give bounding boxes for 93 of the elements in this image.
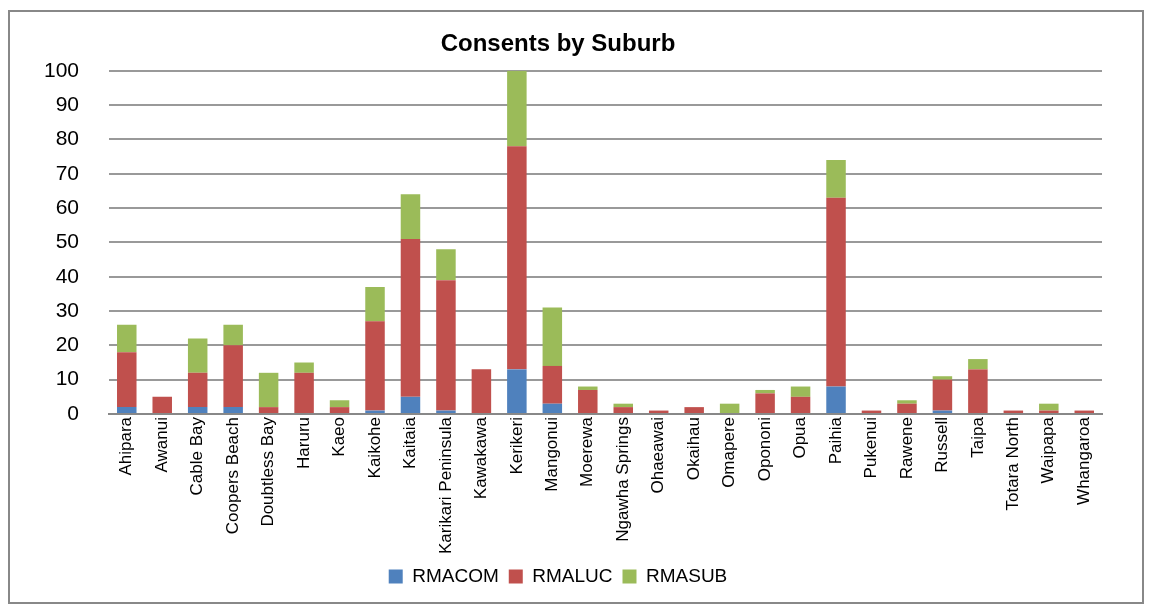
x-tick-label: Taipa bbox=[967, 416, 987, 458]
x-tick-label: Okaihau bbox=[683, 416, 703, 481]
bar bbox=[968, 369, 988, 413]
y-tick-label: 30 bbox=[55, 297, 80, 321]
x-tick-label: Totara North bbox=[1003, 416, 1023, 511]
chart-title: Consents by Suburb bbox=[440, 29, 676, 57]
bar bbox=[187, 338, 208, 373]
x-tick-label: Kaeo bbox=[329, 416, 349, 457]
x-tick-label: Russell bbox=[932, 416, 952, 473]
bar bbox=[294, 362, 314, 373]
x-tick-label: Waipapa bbox=[1038, 416, 1058, 484]
bar bbox=[719, 403, 740, 413]
bar bbox=[223, 324, 243, 346]
bar bbox=[507, 146, 527, 370]
bar bbox=[578, 386, 598, 390]
bar bbox=[968, 359, 988, 370]
bar bbox=[400, 238, 421, 397]
x-tick-label: Kawakawa bbox=[471, 416, 491, 500]
y-tick-label: 10 bbox=[55, 366, 80, 390]
bar bbox=[365, 287, 385, 322]
y-tick-label: 70 bbox=[55, 160, 80, 184]
bar bbox=[223, 407, 243, 413]
bar bbox=[329, 400, 350, 408]
x-tick-label: Awanui bbox=[151, 416, 171, 473]
bar bbox=[613, 407, 633, 413]
x-tick-label: Haruru bbox=[293, 416, 313, 469]
x-tick-label: Coopers Beach bbox=[222, 416, 242, 535]
bar bbox=[684, 407, 704, 413]
x-tick-label: Paihia bbox=[825, 416, 845, 465]
bar bbox=[187, 372, 208, 408]
x-tick-label: Moerewa bbox=[577, 416, 597, 487]
bar bbox=[436, 249, 456, 281]
bar bbox=[507, 70, 527, 147]
bar bbox=[578, 389, 598, 413]
x-tick-label: Mangonui bbox=[542, 416, 562, 492]
bar bbox=[400, 396, 421, 413]
bar bbox=[790, 396, 811, 413]
bar bbox=[542, 307, 563, 366]
x-tick-label: Pukenui bbox=[861, 416, 881, 479]
bar bbox=[117, 324, 137, 353]
x-tick-label: Ohaeawai bbox=[648, 416, 668, 494]
y-tick-label: 80 bbox=[55, 126, 80, 150]
bar bbox=[471, 369, 492, 413]
bar bbox=[826, 160, 846, 198]
x-tick-label: Ahipara bbox=[116, 416, 136, 476]
legend-label: RMASUB bbox=[646, 564, 728, 586]
x-tick-label: Kaitaia bbox=[400, 416, 420, 469]
bar bbox=[187, 407, 208, 413]
bar bbox=[826, 386, 846, 413]
bar bbox=[897, 403, 917, 413]
bar bbox=[152, 396, 172, 413]
bar bbox=[294, 372, 314, 413]
bar bbox=[932, 376, 953, 380]
bar bbox=[400, 194, 421, 239]
bar bbox=[117, 407, 137, 413]
x-tick-label: Kerikeri bbox=[506, 416, 526, 475]
x-tick-label: Opua bbox=[790, 416, 810, 459]
x-tick-label: Whangaroa bbox=[1073, 416, 1093, 505]
legend-label: RMALUC bbox=[532, 564, 613, 586]
y-tick-label: 100 bbox=[43, 57, 80, 81]
y-tick-label: 40 bbox=[55, 263, 80, 287]
y-tick-label: 20 bbox=[55, 332, 80, 356]
bar bbox=[542, 365, 563, 404]
x-tick-label: Ngawha Springs bbox=[612, 416, 632, 542]
bar bbox=[790, 386, 811, 397]
bar bbox=[258, 372, 279, 408]
x-tick-label: Doubtless Bay bbox=[258, 416, 278, 527]
bar bbox=[897, 400, 917, 404]
y-tick-label: 60 bbox=[55, 194, 80, 218]
bar bbox=[932, 379, 953, 411]
y-tick-label: 90 bbox=[55, 91, 80, 115]
bar bbox=[755, 389, 775, 394]
bar bbox=[258, 407, 279, 413]
bar bbox=[613, 403, 633, 408]
bar bbox=[826, 197, 846, 387]
bar bbox=[1039, 403, 1059, 411]
x-tick-label: Opononi bbox=[754, 416, 774, 482]
bar bbox=[507, 369, 527, 413]
x-tick-label: Rawene bbox=[896, 416, 916, 480]
bar bbox=[436, 280, 456, 411]
x-tick-label: Kaikohe bbox=[364, 416, 384, 479]
x-tick-label: Cable Bay bbox=[187, 416, 207, 496]
bar bbox=[542, 403, 563, 413]
bar bbox=[755, 393, 775, 413]
bar bbox=[329, 407, 350, 413]
x-tick-label: Omapere bbox=[719, 416, 739, 488]
y-tick-label: 0 bbox=[67, 400, 80, 424]
bar bbox=[223, 345, 243, 408]
x-tick-label: Karikari Peninsula bbox=[435, 416, 455, 554]
bar bbox=[117, 352, 137, 408]
legend-label: RMACOM bbox=[412, 564, 499, 586]
bar bbox=[365, 321, 385, 411]
y-tick-label: 50 bbox=[55, 229, 80, 253]
